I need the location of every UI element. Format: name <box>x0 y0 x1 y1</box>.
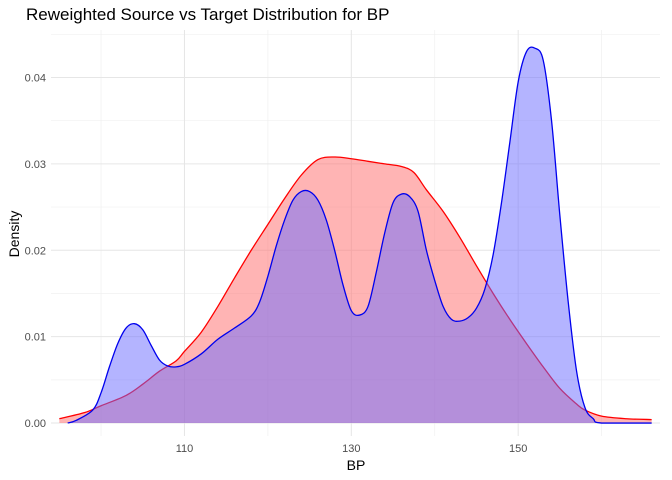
series-blue-area <box>67 47 652 424</box>
y-axis-title: Density <box>6 211 22 258</box>
y-tick-label: 0.00 <box>25 418 46 430</box>
x-tick-label: 110 <box>176 443 194 455</box>
y-axis-tick-labels: 0.00 0.01 0.02 0.03 0.04 <box>25 73 46 431</box>
x-tick-label: 150 <box>509 443 527 455</box>
series-blue-line <box>67 46 652 424</box>
chart-title: Reweighted Source vs Target Distribution… <box>26 5 389 24</box>
y-tick-label: 0.03 <box>25 159 46 171</box>
x-axis-title: BP <box>347 457 366 473</box>
y-tick-label: 0.01 <box>25 332 46 344</box>
y-tick-label: 0.04 <box>25 73 46 85</box>
x-tick-label: 130 <box>342 443 360 455</box>
density-series <box>59 46 652 424</box>
x-axis-tick-labels: 110 130 150 <box>176 443 528 455</box>
y-tick-label: 0.02 <box>25 245 46 257</box>
